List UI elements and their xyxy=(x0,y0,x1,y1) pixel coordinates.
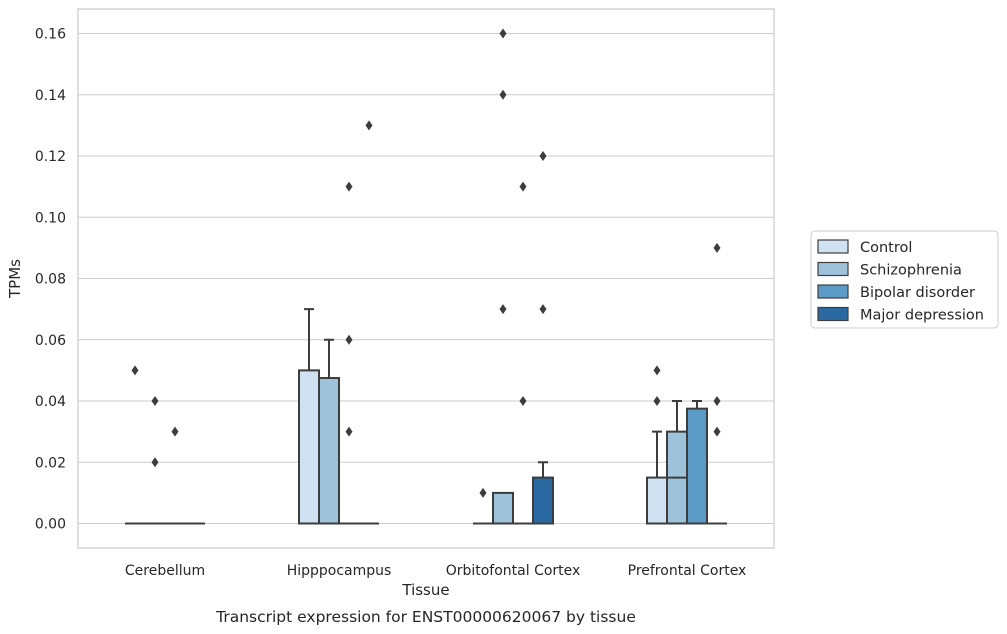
y-tick-label: 0.06 xyxy=(35,333,66,349)
legend-label: Major depression xyxy=(860,308,984,324)
y-tick-label: 0.04 xyxy=(35,394,66,410)
legend-frame xyxy=(810,230,999,329)
x-axis-label: Tissue xyxy=(401,581,449,599)
box-bipolar-disorder xyxy=(686,400,708,525)
x-tick-label: Prefrontal Cortex xyxy=(628,563,747,579)
outlier-point xyxy=(519,181,527,192)
outlier-point xyxy=(345,181,353,192)
outlier-point xyxy=(479,487,487,498)
plot-area xyxy=(125,28,727,525)
box-control xyxy=(298,308,320,525)
box-rect xyxy=(298,369,320,525)
box-schizophrenia xyxy=(145,396,165,525)
chart-caption: Transcript expression for ENST0000062006… xyxy=(215,608,636,626)
box-rect xyxy=(686,407,708,525)
y-tick-label: 0.12 xyxy=(35,149,66,165)
outlier-point xyxy=(499,28,507,39)
x-axis-ticks: Cerebellum Hipppocampus Orbitofontal Corte… xyxy=(125,563,746,579)
legend-label: Schizophrenia xyxy=(860,263,962,279)
outlier-point xyxy=(151,396,159,406)
box-bipolar-disorder xyxy=(339,181,359,525)
box-rect xyxy=(492,491,514,525)
outlier-point xyxy=(345,334,353,345)
outlier-point xyxy=(653,396,661,406)
box-control xyxy=(646,365,668,525)
outlier-point xyxy=(499,304,507,315)
outlier-point xyxy=(151,457,159,468)
box-rect xyxy=(646,476,668,525)
box-control xyxy=(125,365,145,525)
x-tick-label: Cerebellum xyxy=(125,563,205,579)
y-tick-label: 0.02 xyxy=(35,455,66,471)
x-tick-label: Orbitofontal Cortex xyxy=(446,563,581,579)
outlier-point xyxy=(539,151,547,161)
box-major-depression xyxy=(707,242,727,525)
legend-swatch xyxy=(817,239,849,254)
plot-frame xyxy=(77,8,775,549)
legend-label: Control xyxy=(860,240,912,256)
outlier-point xyxy=(365,120,373,131)
y-tick-label: 0.16 xyxy=(35,27,66,43)
y-tick-label: 0.08 xyxy=(35,272,66,288)
outlier-point xyxy=(499,89,507,100)
legend-swatch xyxy=(817,306,849,322)
outlier-point xyxy=(171,426,179,437)
y-axis-ticks: 0.00 0.02 0.04 0.06 0.08 0.10 0.12 0.14 0.16 xyxy=(35,27,66,533)
box-bipolar-disorder xyxy=(165,426,185,525)
outlier-point xyxy=(713,396,721,406)
outlier-point xyxy=(653,365,661,376)
legend-label: Bipolar disorder xyxy=(860,285,975,301)
y-tick-label: 0.10 xyxy=(35,210,66,226)
outlier-point xyxy=(713,426,721,437)
box-rect xyxy=(532,476,554,525)
legend-swatch xyxy=(817,261,849,277)
outlier-point xyxy=(345,426,353,437)
y-tick-label: 0.14 xyxy=(35,88,66,104)
box-bipolar-disorder xyxy=(513,181,533,525)
box-schizophrenia xyxy=(318,338,340,525)
y-tick-label: 0.00 xyxy=(35,517,66,533)
grid-lines xyxy=(78,32,774,525)
legend-swatch xyxy=(817,284,849,299)
box-major-depression xyxy=(532,151,554,525)
outlier-point xyxy=(713,242,721,253)
y-axis-label: TPMs xyxy=(6,259,24,299)
outlier-point xyxy=(131,365,139,376)
x-tick-label: Hipppocampus xyxy=(287,563,392,579)
box-control xyxy=(473,487,493,525)
box-rect xyxy=(318,377,340,525)
outlier-point xyxy=(539,304,547,315)
box-schizophrenia xyxy=(492,28,514,525)
legend: Control Schizophrenia Bipolar disorder Majo… xyxy=(810,230,999,329)
box-schizophrenia xyxy=(666,400,688,525)
box-major-depression xyxy=(359,120,379,525)
outlier-point xyxy=(519,396,527,406)
